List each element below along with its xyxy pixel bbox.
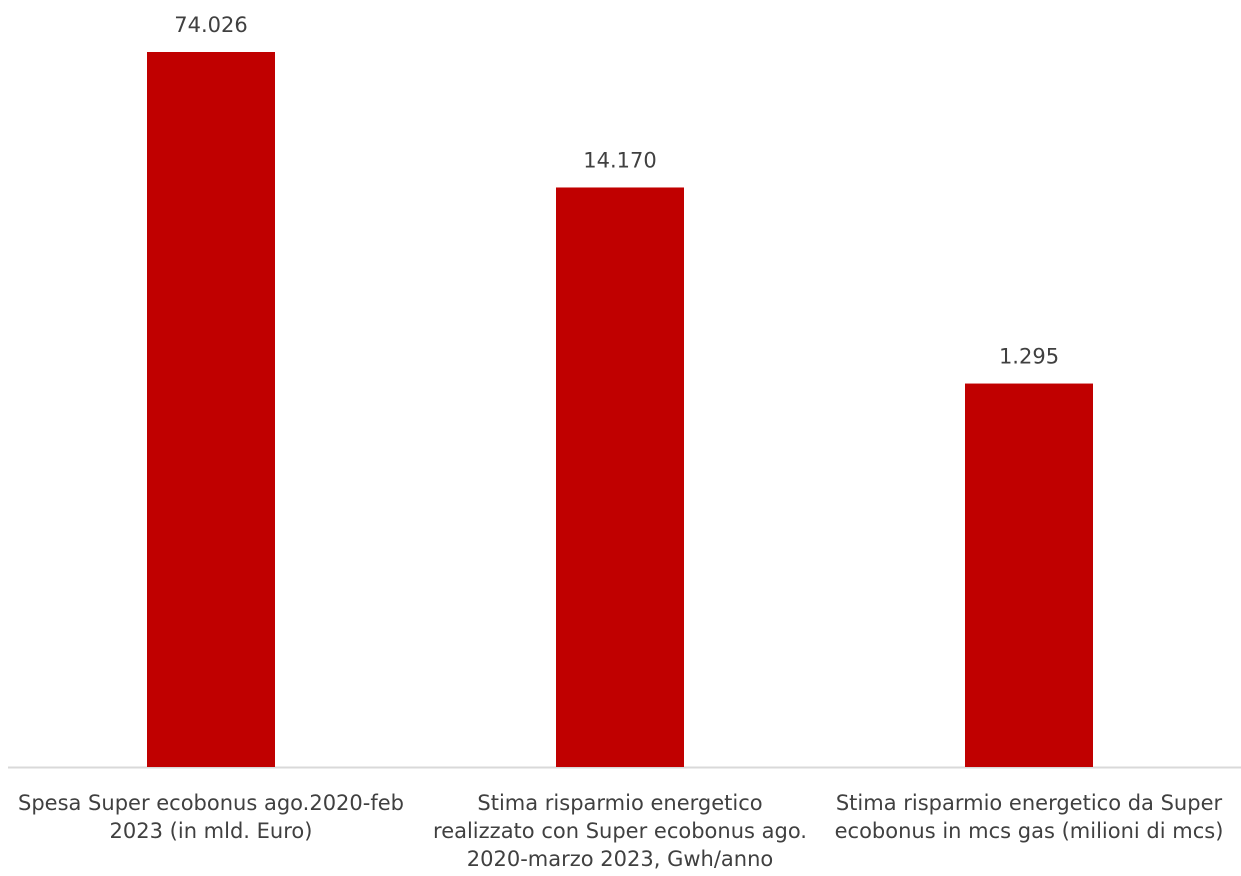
- data-label-2: 14.170: [583, 148, 656, 172]
- category-label-line: Stima risparmio energetico: [477, 791, 763, 815]
- bar-1: [147, 52, 275, 767]
- category-label-2: Stima risparmio energetico realizzato con…: [420, 789, 820, 873]
- category-label-3: Stima risparmio energetico da Super ecobo…: [829, 789, 1229, 845]
- category-label-line: 2023 (in mld. Euro): [109, 819, 313, 843]
- category-label-line: Stima risparmio energetico da Super: [835, 791, 1223, 815]
- data-label-3: 1.295: [999, 345, 1059, 369]
- category-label-line: ecobonus in mcs gas (milioni di mcs): [834, 819, 1224, 843]
- bar-2: [556, 187, 684, 767]
- category-label-1: Spesa Super ecobonus ago.2020-feb 2023 (i…: [11, 789, 411, 845]
- data-labels-group: 74.026 14.170 1.295: [174, 13, 1059, 369]
- bars-group: [147, 52, 1093, 767]
- category-label-line: Spesa Super ecobonus ago.2020-feb: [17, 791, 404, 815]
- data-label-1: 74.026: [174, 13, 247, 37]
- category-label-line: 2020-marzo 2023, Gwh/anno: [466, 847, 774, 871]
- category-label-line: realizzato con Super ecobonus ago.: [433, 819, 807, 843]
- bar-3: [965, 383, 1093, 767]
